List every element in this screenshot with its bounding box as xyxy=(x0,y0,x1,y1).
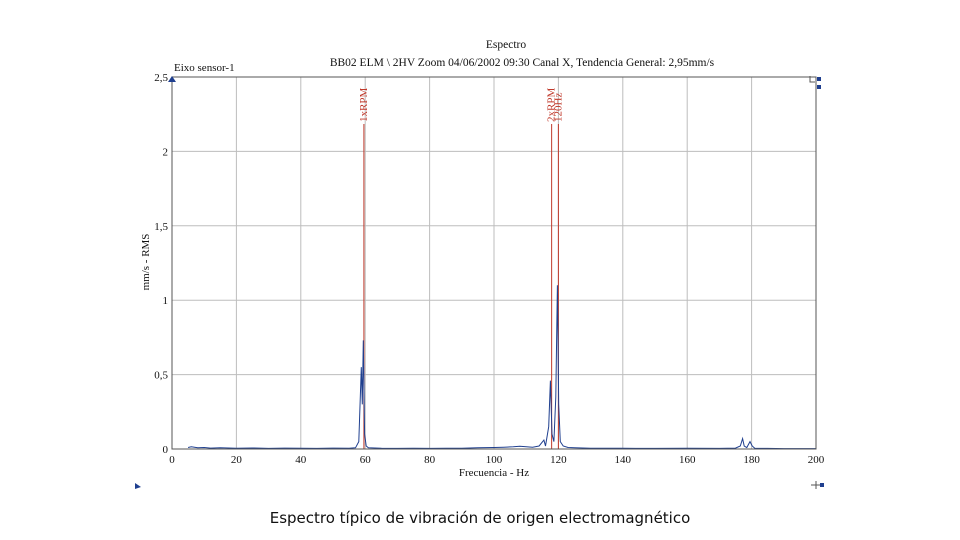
y-tick-label: 1 xyxy=(163,295,169,307)
y-axis-label: mm/s - RMS xyxy=(140,234,152,291)
y-tick-label: 2,5 xyxy=(154,72,168,84)
grid xyxy=(171,76,817,450)
tick-labels: 0 20 40 60 80 100 120 140 160 180 200 0 0,5 1 1,5 2 2,5 xyxy=(154,72,825,466)
marker-label-2xrpm: 2xRPM xyxy=(546,88,558,122)
series-layer xyxy=(187,285,816,450)
spectrum-series-line xyxy=(187,285,816,450)
bottom-left-marker-icon xyxy=(135,483,141,489)
x-axis-label: Frecuencia - Hz xyxy=(459,467,529,479)
top-left-marker-icon xyxy=(168,76,176,82)
y-tick-label: 0,5 xyxy=(154,370,168,382)
x-tick-label: 20 xyxy=(231,454,243,466)
chart-subtitle: BB02 ELM \ 2HV Zoom 04/06/2002 09:30 Can… xyxy=(330,57,715,69)
x-tick-label: 200 xyxy=(808,454,825,466)
x-tick-label: 60 xyxy=(360,454,372,466)
top-right-handle-icon[interactable] xyxy=(809,76,821,89)
y-tick-label: 1,5 xyxy=(154,221,168,233)
x-tick-label: 0 xyxy=(169,454,175,466)
x-tick-label: 40 xyxy=(295,454,307,466)
marker-label-1xrpm: 1xRPM xyxy=(358,88,370,122)
marker-label-120hz: 120Hz xyxy=(552,93,564,122)
plot-frame xyxy=(171,76,817,450)
x-tick-label: 100 xyxy=(486,454,503,466)
x-tick-label: 160 xyxy=(679,454,696,466)
y-tick-label: 0 xyxy=(163,444,169,456)
y-tick-label: 2 xyxy=(163,146,169,158)
panel-label: Eixo sensor-1 xyxy=(174,62,235,74)
x-tick-label: 120 xyxy=(550,454,567,466)
x-tick-label: 180 xyxy=(743,454,760,466)
x-tick-label: 140 xyxy=(615,454,632,466)
bottom-right-handle-icon[interactable] xyxy=(811,481,824,489)
chart-title: Espectro xyxy=(486,39,526,51)
figure-caption: Espectro típico de vibración de origen e… xyxy=(269,509,691,527)
x-tick-label: 80 xyxy=(424,454,436,466)
